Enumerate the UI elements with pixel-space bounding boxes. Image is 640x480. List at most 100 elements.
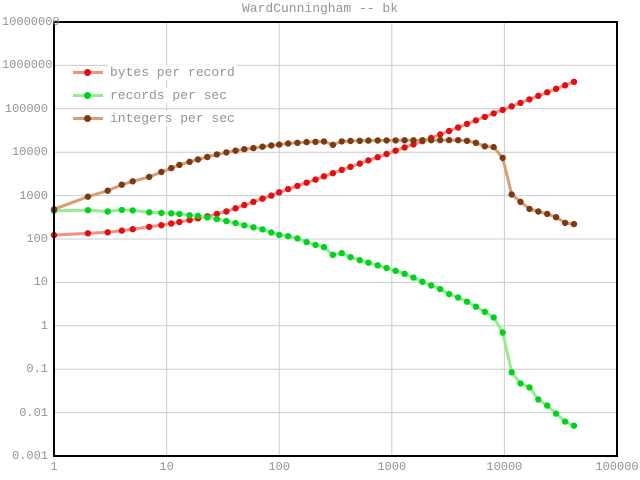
data-point [84, 193, 92, 200]
x-tick-label: 10 [159, 460, 174, 474]
data-point [223, 208, 230, 215]
data-point [410, 137, 417, 144]
data-point [168, 210, 175, 217]
data-point [232, 219, 239, 227]
data-point [472, 303, 480, 310]
data-point [437, 136, 444, 144]
legend-label: bytes per record [108, 65, 237, 80]
data-point [232, 205, 239, 212]
legend-dot-icon [84, 115, 91, 122]
data-point [84, 230, 92, 237]
data-point [338, 250, 345, 257]
data-point [526, 384, 533, 391]
data-point [437, 131, 444, 138]
data-point [526, 205, 533, 213]
data-point [454, 124, 462, 131]
data-point [552, 410, 560, 417]
data-point [186, 158, 193, 165]
x-tick-label: 1000 [377, 460, 407, 474]
data-point [356, 257, 363, 264]
data-point [490, 314, 497, 321]
data-point [158, 209, 165, 217]
legend-label: records per sec [108, 88, 230, 103]
data-point [401, 270, 408, 277]
chart-title: WardCunningham -- bk [241, 1, 399, 16]
gridlines [54, 22, 617, 456]
data-point [104, 229, 111, 236]
legend-line-swatch [73, 92, 103, 99]
data-point [276, 231, 283, 239]
data-point [347, 163, 354, 170]
data-point [570, 422, 578, 429]
data-point [374, 154, 381, 161]
y-tick-label: 0.1 [26, 362, 48, 377]
data-point [146, 209, 153, 216]
data-point [213, 151, 221, 158]
legend-line-swatch [73, 115, 103, 122]
data-point [374, 137, 381, 144]
data-point [481, 308, 488, 315]
data-point [259, 226, 266, 233]
data-point [356, 137, 363, 144]
data-point [303, 179, 310, 186]
data-point [428, 282, 435, 289]
y-tick-label: 1000000 [2, 58, 53, 73]
data-point [250, 144, 257, 152]
data-point [146, 223, 153, 231]
data-point [312, 138, 319, 145]
data-point [204, 214, 211, 221]
data-point [194, 156, 202, 163]
data-point [383, 150, 390, 158]
data-point [570, 220, 578, 228]
data-point [437, 285, 444, 293]
data-point [268, 192, 275, 199]
data-point [276, 141, 283, 148]
data-point [320, 243, 328, 251]
data-point [544, 89, 551, 96]
series-integers-per-sec [50, 136, 578, 228]
data-point [499, 154, 506, 162]
data-point [401, 137, 408, 144]
series-bytes-per-record [50, 78, 578, 239]
data-point [320, 173, 328, 180]
data-point [552, 214, 560, 221]
legend-line-swatch [73, 69, 103, 76]
data-point [561, 418, 569, 425]
data-point [508, 369, 515, 376]
data-point [158, 168, 165, 176]
data-point [268, 229, 275, 236]
data-point [284, 185, 292, 193]
data-point [490, 110, 497, 117]
data-point [176, 218, 183, 226]
data-point [347, 254, 354, 261]
data-point [213, 215, 221, 223]
data-point [129, 226, 136, 233]
data-point [268, 142, 275, 149]
data-point [445, 136, 453, 144]
data-point [445, 127, 453, 135]
data-point [472, 139, 480, 146]
legend-item-bytes-per-record: bytes per record [73, 61, 237, 84]
data-point [186, 212, 193, 219]
data-point [338, 138, 345, 145]
data-point [118, 181, 126, 188]
data-point [146, 173, 153, 181]
data-point [250, 224, 257, 231]
data-point [320, 138, 328, 145]
data-point [186, 216, 193, 224]
y-tick-label: 100 [26, 232, 48, 246]
data-point [294, 235, 301, 242]
data-point [84, 207, 92, 214]
data-point [168, 164, 175, 172]
data-point [392, 137, 399, 144]
data-point [158, 222, 165, 229]
data-point [250, 198, 257, 206]
data-point [454, 137, 462, 144]
data-point [213, 210, 221, 218]
data-point [118, 227, 126, 234]
data-point [499, 329, 506, 336]
y-tick-label: 0.01 [19, 405, 48, 420]
data-point [365, 137, 372, 144]
